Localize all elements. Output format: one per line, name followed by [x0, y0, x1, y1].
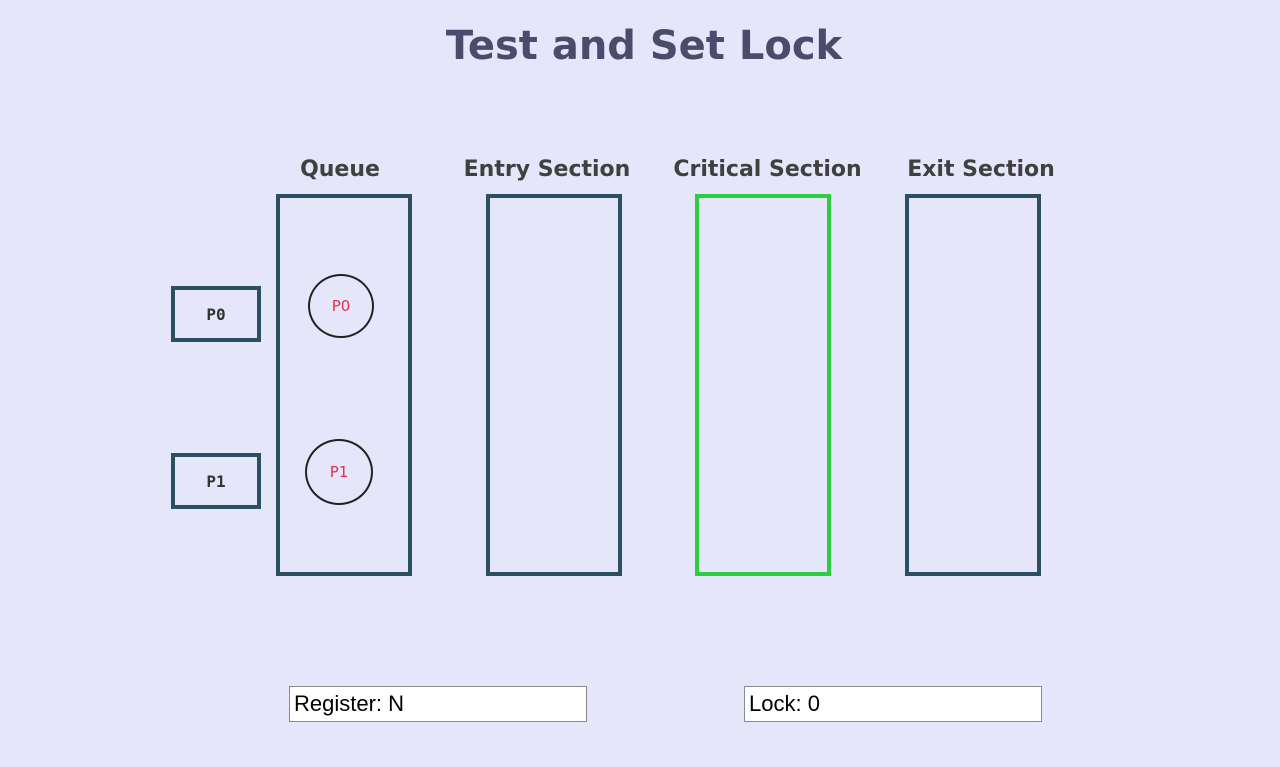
queue-box [276, 194, 412, 576]
queue-process-p1: P1 [305, 439, 373, 505]
exit-section-label: Exit Section [907, 157, 1055, 182]
queue-label: Queue [300, 157, 380, 182]
process-button-p0[interactable]: P0 [171, 286, 261, 342]
lock-field: Lock: 0 [744, 686, 1042, 722]
exit-section-box [905, 194, 1041, 576]
entry-section-box [486, 194, 622, 576]
process-button-p1[interactable]: P1 [171, 453, 261, 509]
register-field: Register: N [289, 686, 587, 722]
critical-section-box [695, 194, 831, 576]
page-title: Test and Set Lock [445, 23, 843, 69]
queue-process-p0: P0 [308, 274, 374, 338]
critical-section-label: Critical Section [673, 157, 862, 182]
entry-section-label: Entry Section [463, 157, 631, 182]
